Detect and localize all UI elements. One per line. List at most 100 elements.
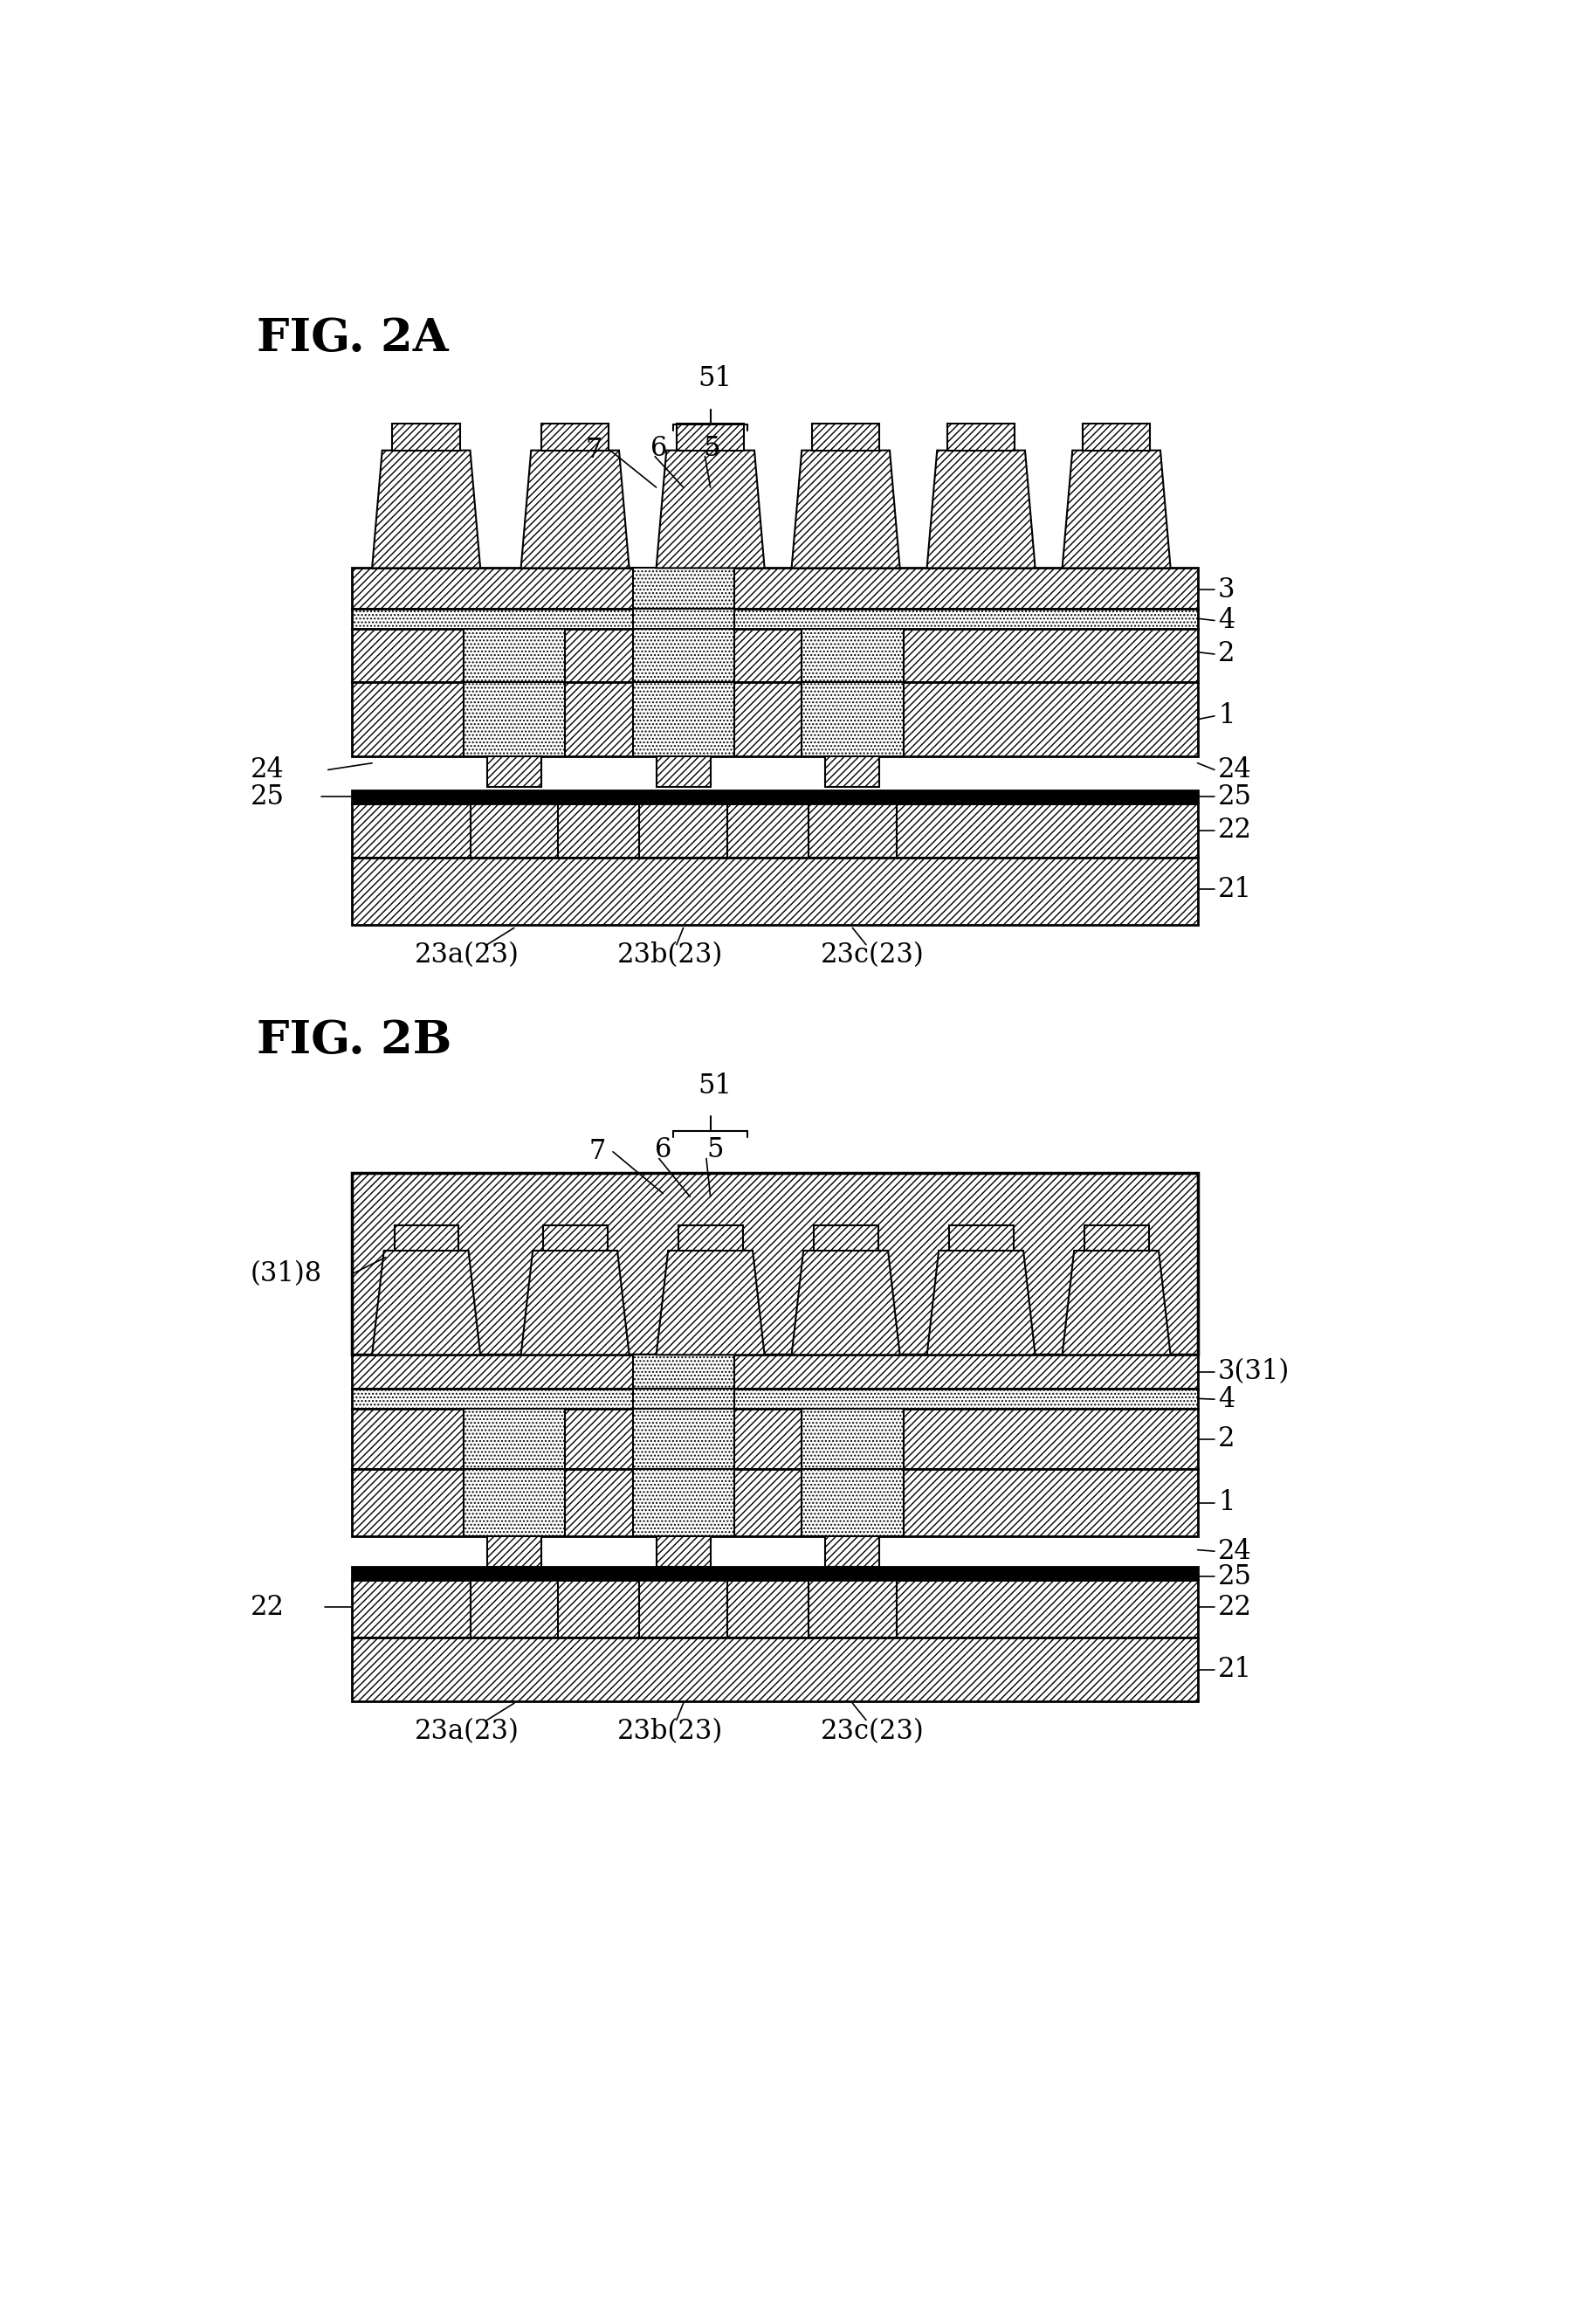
- Text: 25: 25: [1218, 1564, 1252, 1590]
- Text: 3: 3: [1218, 576, 1235, 604]
- Text: 51: 51: [698, 365, 733, 393]
- Text: 7: 7: [588, 1139, 606, 1164]
- Text: 23a(23): 23a(23): [414, 1717, 519, 1745]
- Text: 23c(23): 23c(23): [821, 1717, 924, 1745]
- Bar: [486, 755, 541, 786]
- Bar: [949, 1225, 1014, 1250]
- Bar: [351, 609, 1197, 627]
- Bar: [678, 1225, 742, 1250]
- Bar: [543, 1225, 607, 1250]
- Polygon shape: [521, 1250, 629, 1355]
- Bar: [632, 627, 734, 683]
- Text: 5: 5: [703, 435, 720, 462]
- Bar: [802, 1408, 904, 1469]
- Text: 24: 24: [1218, 1538, 1252, 1564]
- Bar: [351, 1408, 1197, 1469]
- Bar: [471, 1580, 559, 1638]
- Text: 5: 5: [708, 1136, 723, 1164]
- Text: 24: 24: [251, 755, 284, 783]
- Bar: [808, 804, 896, 858]
- Polygon shape: [372, 1250, 480, 1355]
- Bar: [463, 683, 565, 755]
- Bar: [463, 1408, 565, 1469]
- Text: FIG. 2A: FIG. 2A: [257, 316, 449, 360]
- Text: 2: 2: [1218, 1425, 1235, 1452]
- Text: 23b(23): 23b(23): [617, 1717, 723, 1745]
- Bar: [351, 804, 1197, 858]
- Bar: [802, 683, 904, 755]
- Bar: [656, 1536, 711, 1566]
- Text: 2: 2: [1218, 641, 1235, 667]
- Text: 6: 6: [651, 435, 668, 462]
- Polygon shape: [521, 451, 629, 567]
- Bar: [632, 683, 734, 755]
- Bar: [1083, 423, 1150, 451]
- Bar: [351, 858, 1197, 925]
- Bar: [632, 1355, 734, 1387]
- Text: 1: 1: [1218, 702, 1235, 730]
- Bar: [351, 1355, 1197, 1387]
- Polygon shape: [372, 451, 480, 567]
- Bar: [351, 627, 1197, 683]
- Bar: [351, 1469, 1197, 1536]
- Bar: [825, 1536, 880, 1566]
- Bar: [463, 627, 565, 683]
- Text: 21: 21: [1218, 876, 1252, 904]
- Text: 22: 22: [1218, 1594, 1252, 1620]
- Bar: [351, 1174, 1197, 1355]
- Bar: [351, 1580, 1197, 1638]
- Text: 25: 25: [251, 783, 284, 811]
- Text: 6: 6: [654, 1136, 672, 1164]
- Bar: [632, 1387, 734, 1408]
- Text: 23b(23): 23b(23): [617, 941, 723, 969]
- Text: 1: 1: [1218, 1490, 1235, 1515]
- Text: 22: 22: [1218, 816, 1252, 844]
- Bar: [632, 1408, 734, 1469]
- Text: 21: 21: [1218, 1657, 1252, 1683]
- Bar: [656, 755, 711, 786]
- Bar: [948, 423, 1015, 451]
- Polygon shape: [1062, 451, 1170, 567]
- Text: 4: 4: [1218, 1385, 1235, 1413]
- Bar: [394, 1225, 458, 1250]
- Bar: [825, 755, 880, 786]
- Text: 7: 7: [585, 437, 602, 465]
- Bar: [632, 567, 734, 609]
- Bar: [632, 609, 734, 627]
- Polygon shape: [927, 1250, 1036, 1355]
- Polygon shape: [1062, 1250, 1170, 1355]
- Bar: [632, 1469, 734, 1536]
- Text: 24: 24: [1218, 755, 1252, 783]
- Bar: [811, 423, 880, 451]
- Bar: [351, 1566, 1197, 1580]
- Text: (31)8: (31)8: [251, 1260, 322, 1287]
- Text: 25: 25: [1218, 783, 1252, 811]
- Bar: [814, 1225, 879, 1250]
- Bar: [471, 804, 559, 858]
- Polygon shape: [792, 1250, 901, 1355]
- Bar: [486, 1536, 541, 1566]
- Bar: [351, 567, 1197, 609]
- Bar: [802, 627, 904, 683]
- Bar: [676, 423, 744, 451]
- Polygon shape: [927, 451, 1036, 567]
- Text: 23c(23): 23c(23): [821, 941, 924, 969]
- Text: FIG. 2B: FIG. 2B: [257, 1018, 452, 1062]
- Bar: [639, 804, 728, 858]
- Text: 22: 22: [251, 1594, 284, 1620]
- Bar: [351, 790, 1197, 804]
- Bar: [392, 423, 460, 451]
- Text: 23a(23): 23a(23): [414, 941, 519, 969]
- Bar: [351, 683, 1197, 755]
- Bar: [351, 1387, 1197, 1408]
- Bar: [1084, 1225, 1149, 1250]
- Polygon shape: [656, 1250, 764, 1355]
- Bar: [351, 1638, 1197, 1701]
- Text: 3(31): 3(31): [1218, 1357, 1290, 1385]
- Bar: [541, 423, 609, 451]
- Bar: [808, 1580, 896, 1638]
- Polygon shape: [656, 451, 764, 567]
- Bar: [802, 1469, 904, 1536]
- Bar: [463, 1469, 565, 1536]
- Text: 51: 51: [698, 1071, 733, 1099]
